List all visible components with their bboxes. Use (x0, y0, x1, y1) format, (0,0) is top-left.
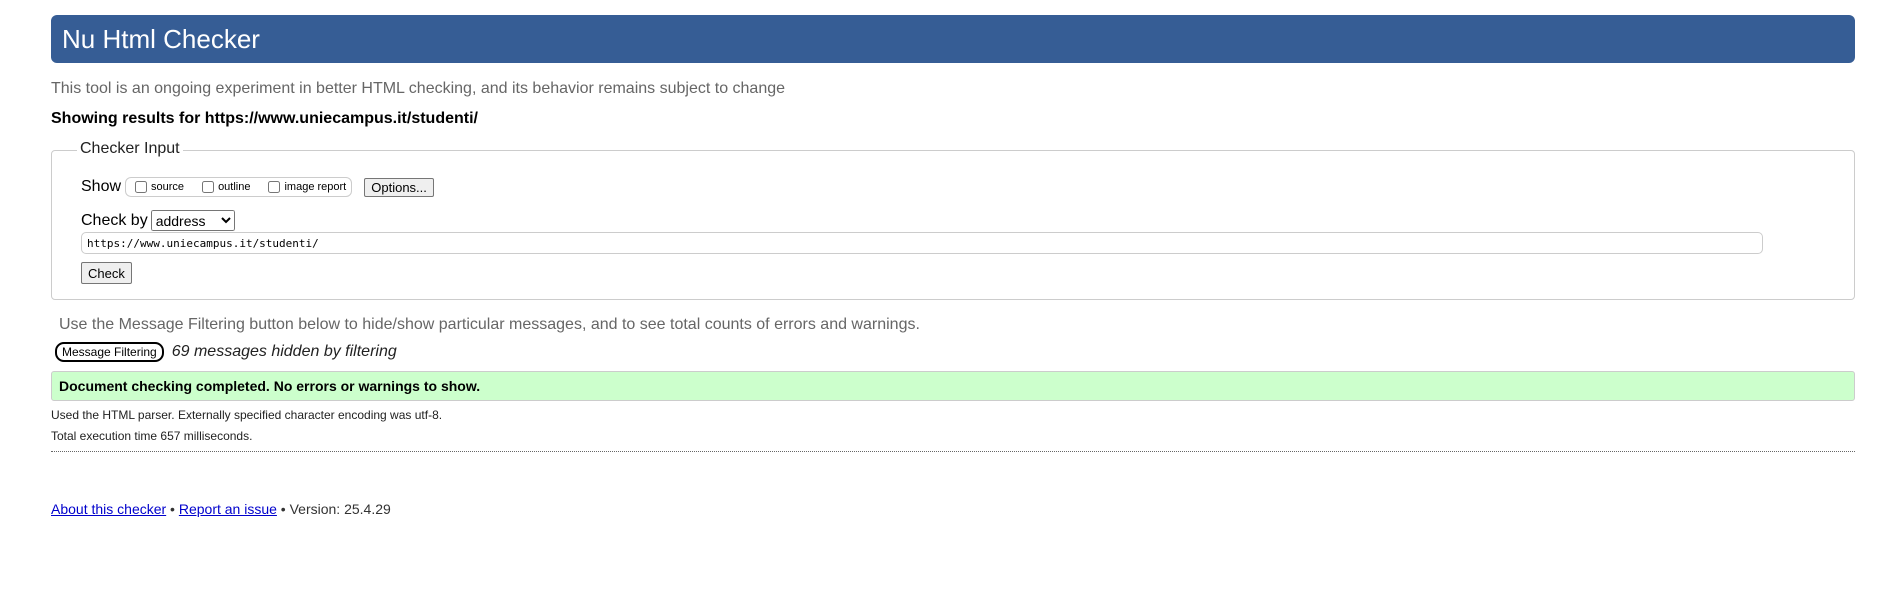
source-label: source (151, 181, 185, 193)
intro-text: This tool is an ongoing experiment in be… (51, 80, 786, 97)
hidden-messages-count: 69 messages hidden by filtering (171, 343, 397, 360)
filter-info: Use the Message Filtering button below t… (59, 316, 920, 333)
source-checkbox[interactable] (135, 181, 148, 193)
parser-info: Used the HTML parser. Externally specifi… (51, 408, 443, 422)
filter-row: Message Filtering 69 messages hidden by … (55, 342, 397, 362)
execution-time: Total execution time 657 milliseconds. (51, 429, 253, 443)
footer-separator: • (276, 501, 290, 517)
outline-label: outline (218, 181, 251, 193)
show-options-group: source outline image report (125, 177, 353, 197)
image-report-checkbox[interactable] (268, 181, 281, 193)
image-report-label: image report (284, 181, 347, 193)
check-by-label: Check by (81, 211, 148, 229)
check-by-select[interactable]: address (150, 210, 235, 231)
show-label: Show (81, 178, 122, 195)
report-issue-link[interactable]: Report an issue (178, 501, 277, 517)
fieldset-legend: Checker Input (77, 140, 183, 158)
success-message: Document checking completed. No errors o… (51, 371, 1855, 401)
about-link[interactable]: About this checker (51, 501, 167, 517)
version: Version: 25.4.29 (289, 501, 391, 517)
footer: About this checker • Report an issue • V… (51, 501, 391, 517)
footer-separator: • (166, 501, 179, 517)
check-by-row: Check by address (81, 210, 235, 231)
message-filtering-button[interactable]: Message Filtering (55, 342, 164, 362)
options-button[interactable]: Options... (364, 177, 434, 197)
checker-input-fieldset (51, 150, 1855, 300)
divider (51, 451, 1855, 452)
url-input[interactable] (81, 232, 1763, 254)
check-button[interactable]: Check (81, 262, 132, 284)
showing-results: Showing results for https://www.uniecamp… (51, 110, 478, 127)
page-header: Nu Html Checker (51, 15, 1855, 63)
show-row: Show source outline image report Options… (81, 177, 434, 197)
outline-checkbox[interactable] (202, 181, 215, 193)
